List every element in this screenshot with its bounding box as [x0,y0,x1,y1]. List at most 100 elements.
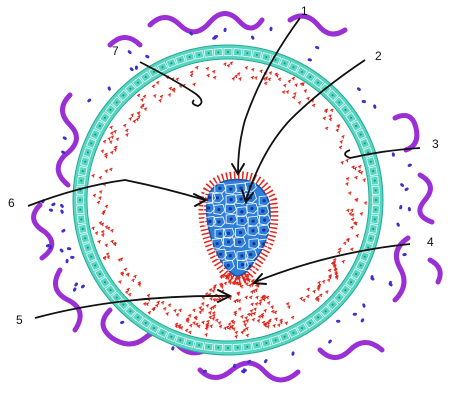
ring-cell-nucleus [265,341,268,344]
red-cell [104,154,108,159]
red-cell [330,261,335,266]
ring-cell [261,338,272,348]
ring-cell-nucleus [79,199,81,201]
red-cell [126,272,130,277]
red-cell [234,334,238,339]
ring-cell-nucleus [170,335,173,338]
ring-cell [99,111,111,124]
red-cell [98,196,102,200]
ring-cell-nucleus [309,322,312,325]
red-cell [165,312,170,316]
ring-cell [148,322,160,334]
ring-cell [359,251,371,263]
core-cell-nucleus [249,252,253,257]
red-cell [167,93,172,97]
outer-dot [127,50,132,54]
red-cell [249,312,254,317]
ring-cell-nucleus [136,316,139,319]
ring-cell-nucleus [236,346,239,349]
ring-cell [363,147,374,158]
red-cell [167,303,172,307]
core-cell [214,182,227,194]
red-cell [123,267,128,272]
red-cell [274,72,278,77]
core-cell [224,203,237,215]
wavy-segment [427,257,443,285]
wavy-segment [53,267,83,333]
pointer-line-2 [245,59,366,201]
red-cell [335,128,340,133]
label-3: 3 [432,137,439,151]
outer-dot [171,346,175,351]
red-cell [142,94,147,99]
ring-cell-nucleus [207,345,210,348]
red-cell [254,302,259,306]
red-cell [110,239,114,244]
outer-dot [51,202,56,207]
core-cell [258,195,271,207]
ring-cell [251,50,262,60]
red-cell [104,204,109,209]
ring-cell [339,104,352,116]
red-cell [136,93,141,98]
red-cell [211,289,216,293]
outer-dots-layer [41,26,412,374]
ring-cell [304,317,317,329]
red-cell [99,190,103,194]
red-cell [245,319,250,323]
red-cell [110,131,114,136]
red-cell [266,324,270,329]
outer-dot [107,86,111,91]
core-cell-nucleus [226,263,230,268]
ring-cell [242,48,253,58]
ring-cell-nucleus [344,289,347,292]
ring-cell-nucleus [122,94,125,97]
ring-cell [203,342,214,352]
red-cell [362,178,367,182]
ring-cell [279,331,291,343]
red-cell [104,225,109,229]
red-cell [173,308,177,313]
red-cell [234,74,238,79]
ring-cell [139,317,152,329]
red-cell [188,330,192,335]
outer-dot [241,370,246,374]
ring-cell-nucleus [292,66,295,69]
outer-dot [60,209,64,214]
red-cell [306,96,310,101]
core-cell-nucleus [238,230,243,235]
red-cell [189,323,193,328]
red-cell [195,65,199,70]
red-cell [175,313,180,317]
core-cell-nucleus [250,206,254,211]
red-cell [230,319,235,324]
arrowhead-1 [231,163,245,176]
red-cell [264,76,268,80]
red-cell [163,306,167,311]
red-cell [153,94,157,98]
red-cell [245,333,250,338]
ring-cell-nucleus [94,133,97,136]
red-cell [244,295,249,300]
wavy-segment [147,11,265,35]
red-cell [172,88,176,93]
wavy-segment [392,113,420,153]
ring-cell [370,214,380,225]
ring-cell [350,120,362,132]
red-cell [141,103,145,107]
red-cell [228,296,232,300]
core-cell [203,202,216,214]
red-cell [239,284,244,289]
red-cell [223,62,227,66]
ring-cell [124,305,137,318]
red-cell [317,283,322,288]
red-cell [333,258,337,262]
red-cell [350,225,354,230]
red-cell [179,326,184,330]
red-cell [245,282,249,286]
red-cell [205,66,210,71]
red-cell [260,296,265,300]
outer-dot [396,222,400,227]
ring-cell-nucleus [274,58,277,61]
outer-dot [60,203,64,208]
